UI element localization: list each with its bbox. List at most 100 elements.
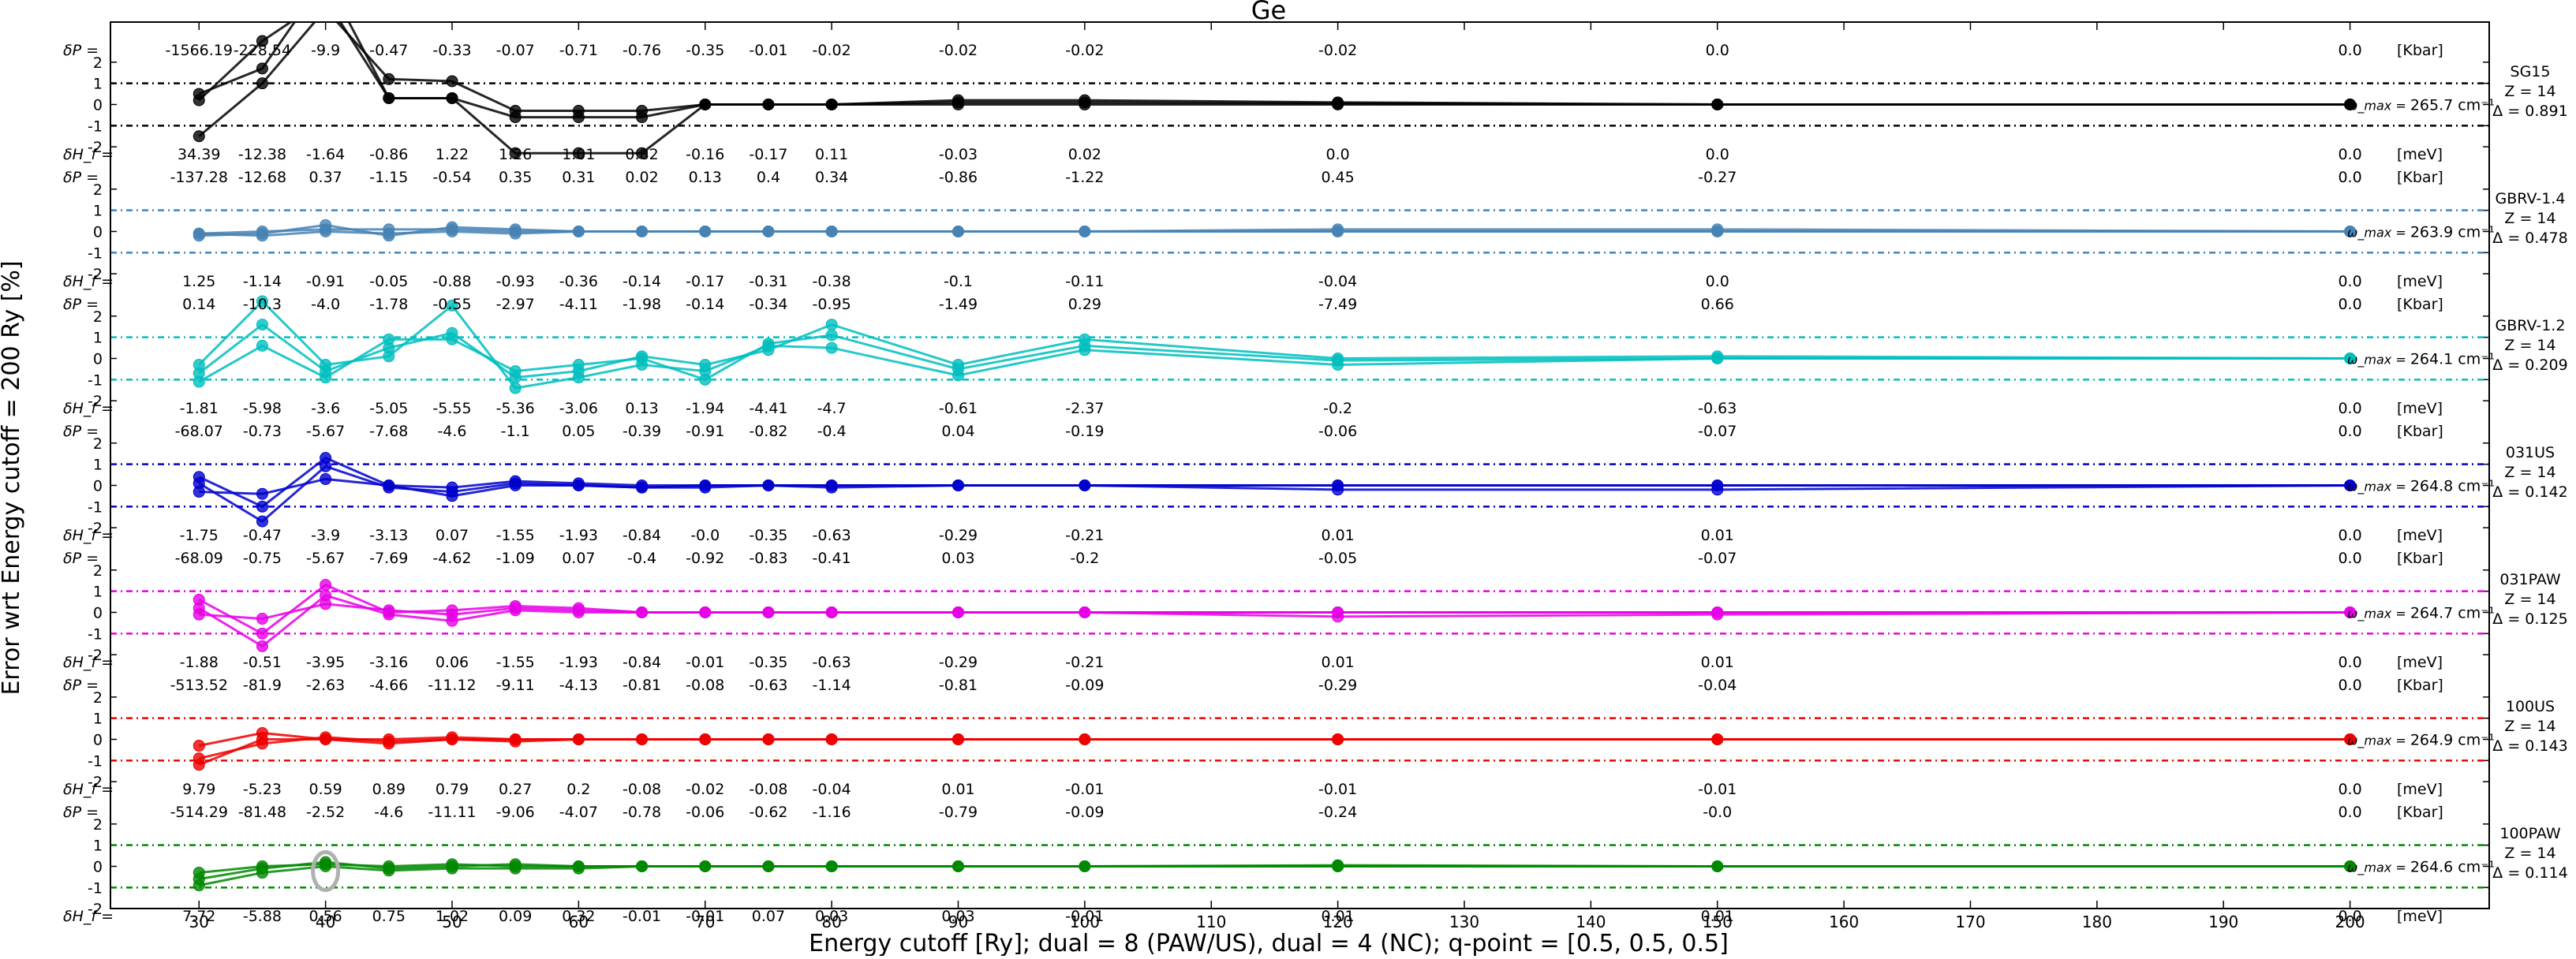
data-point (952, 606, 964, 618)
dp-value: -1566.19 (166, 42, 233, 59)
dp-value: -0.08 (686, 677, 724, 694)
data-point (383, 480, 395, 491)
dh-value: -5.98 (243, 400, 282, 417)
dp-value: -514.29 (170, 804, 228, 821)
data-point (2344, 733, 2357, 745)
data-point (446, 862, 458, 875)
data-point (572, 147, 585, 159)
panel-delta-label: Δ = 0.209 (2492, 356, 2567, 374)
dh-value: -0.01 (1065, 908, 1104, 925)
omega-label: ω_max = 265.7 cm⁻¹ (2347, 97, 2495, 114)
highlight-ring (311, 850, 341, 892)
data-point (572, 604, 585, 617)
y-tick-label: 0 (93, 732, 103, 749)
dh-value: -0.08 (623, 781, 661, 798)
dp-value: -4.66 (369, 677, 408, 694)
panel-delta-label: Δ = 0.125 (2492, 610, 2567, 628)
dh-value: -1.64 (306, 146, 345, 163)
data-point (256, 627, 268, 640)
y-tick-label: -1 (88, 752, 103, 770)
dp-value: -2.63 (306, 677, 345, 694)
dh-value: -0.35 (749, 527, 787, 544)
data-point (952, 226, 964, 237)
dh-value: -0.93 (496, 273, 535, 290)
data-point (256, 500, 268, 513)
dp-value: -1.15 (369, 169, 408, 186)
data-point (193, 130, 205, 143)
data-point (256, 77, 268, 90)
dh-value: -0.16 (686, 146, 724, 163)
dp-value: 0.05 (562, 423, 595, 440)
dp-row-label: δP = (63, 550, 99, 567)
dp-value: 0.07 (562, 550, 595, 567)
y-tick-label: 0 (93, 478, 103, 495)
dh-unit: [meV] (2397, 400, 2443, 417)
data-point (320, 226, 332, 237)
dp-value: -68.09 (175, 550, 223, 567)
data-point (509, 147, 522, 159)
dh-value: -3.95 (306, 654, 345, 671)
dp-value: -0.05 (1318, 550, 1357, 567)
panel-delta-label: Δ = 0.891 (2492, 103, 2567, 120)
dp-value: -0.09 (1065, 804, 1104, 821)
data-point (2344, 353, 2357, 364)
dh-value: 0.01 (1321, 527, 1354, 544)
dp-value: -9.9 (311, 42, 340, 59)
data-point (2344, 480, 2357, 491)
data-point (383, 227, 395, 240)
panel-z-label: Z = 14 (2504, 718, 2555, 735)
panel-031us: -2 -1 0 1 2δP = -68.07 -0.73 -5.67 -7.68 -4.6 -1.1… (63, 423, 2568, 544)
panel-031paw: -2 -1 0 1 2δP = -68.09 -0.75 -5.67 -7.69 -4.62 -1.… (63, 550, 2568, 671)
series-line (198, 22, 2350, 155)
dp-row-label: δP = (63, 296, 99, 313)
dh-value: 0.01 (941, 781, 974, 798)
panel-name: 031US (2506, 444, 2555, 461)
dh-row-label: δH_f = (63, 400, 114, 417)
panel-name: 031PAW (2499, 571, 2560, 588)
data-point (952, 733, 964, 745)
dh-value: -0.02 (686, 781, 724, 798)
dp-value: -0.63 (749, 677, 787, 694)
dh-value: 0.01 (1321, 908, 1354, 925)
x-tick-label: 80 (821, 912, 841, 931)
dp-value: -0.07 (1698, 423, 1737, 440)
data-point (446, 75, 458, 88)
data-point (825, 480, 838, 491)
data-point (825, 329, 838, 341)
dp-value: -0.34 (749, 296, 787, 313)
dh-value: 0.0 (1706, 146, 1729, 163)
y-tick-label: 1 (93, 330, 103, 347)
dp-value: -0.82 (749, 423, 787, 440)
dp-value: -0.78 (623, 804, 661, 821)
x-tick-label: 100 (1070, 912, 1100, 931)
y-axis-label: Error wrt Energy cutoff = 200 Ry [%] (0, 260, 25, 695)
x-tick-label: 70 (695, 912, 715, 931)
dh-row-label: δH_f = (63, 146, 114, 163)
dp-value: -0.19 (1065, 423, 1104, 440)
panel-delta-label: Δ = 0.114 (2492, 864, 2567, 882)
y-tick-label: -1 (88, 625, 103, 643)
data-point (509, 480, 522, 491)
dh-value: -0.47 (243, 527, 282, 544)
data-point (1332, 606, 1344, 618)
data-point (446, 299, 458, 312)
series-group (193, 726, 2357, 771)
dh-value: 0.79 (436, 781, 469, 798)
data-point (1711, 99, 1724, 110)
dp-row-label: δP = (63, 804, 99, 821)
y-tick-label: -2 (88, 520, 103, 537)
data-point (320, 460, 332, 472)
data-point (636, 481, 649, 494)
dh-value: -0.01 (1318, 781, 1357, 798)
dh-value: 0.2 (566, 781, 590, 798)
omega-label: ω_max = 264.1 cm⁻¹ (2347, 351, 2495, 368)
y-tick-label: 1 (93, 711, 103, 728)
data-point (193, 94, 205, 106)
dh-value: 0.0 (2338, 781, 2361, 798)
data-point (699, 99, 712, 110)
data-point (256, 487, 268, 500)
dp-value: -4.11 (559, 296, 598, 313)
dh-value: 0.0 (2338, 908, 2361, 925)
